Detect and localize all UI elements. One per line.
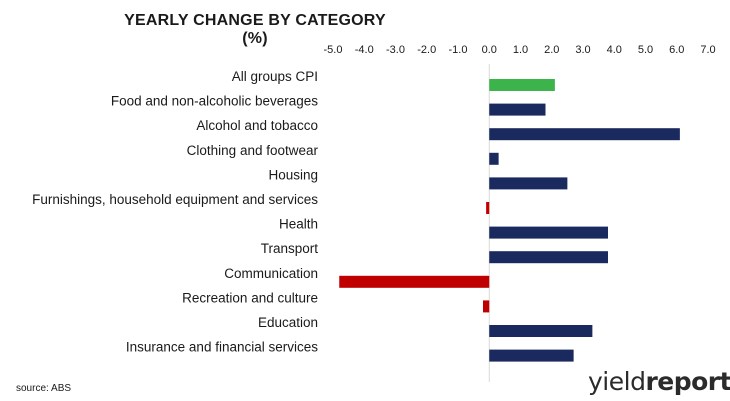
bar	[486, 202, 490, 214]
category-label: Education	[258, 315, 318, 330]
category-label: Housing	[268, 167, 318, 182]
x-tick-label: -5.0	[324, 44, 343, 56]
bar	[489, 226, 608, 239]
category-label: Communication	[224, 266, 318, 281]
bar	[489, 152, 499, 165]
category-label: Health	[279, 217, 318, 232]
bar	[489, 79, 555, 91]
x-tick-label: 3.0	[575, 44, 590, 56]
x-tick-label: 1.0	[513, 44, 528, 56]
category-label: Recreation and culture	[182, 290, 318, 305]
x-tick-label: 4.0	[607, 44, 622, 56]
category-label: Transport	[261, 241, 319, 256]
category-label: Insurance and financial services	[126, 340, 318, 355]
category-label: Clothing and footwear	[187, 143, 319, 158]
bar	[483, 300, 490, 313]
x-tick-label: 6.0	[669, 44, 684, 56]
x-tick-label: -1.0	[449, 44, 468, 56]
category-label: Alcohol and tobacco	[196, 118, 318, 133]
category-label: All groups CPI	[232, 69, 318, 84]
bar	[489, 103, 546, 116]
x-tick-label: -2.0	[417, 44, 436, 56]
bar	[489, 325, 593, 337]
yieldreport-logo: yieldreport%	[588, 366, 730, 400]
x-tick-label: 7.0	[700, 44, 715, 56]
category-labels: All groups CPI Food and non-alcoholic bev…	[32, 69, 318, 355]
logo-text-report: report	[645, 367, 730, 396]
bars	[339, 79, 680, 362]
source-note: source: ABS	[16, 383, 72, 394]
chart-title: YEARLY CHANGE BY CATEGORY (%)	[124, 12, 386, 47]
category-label: Food and non-alcoholic beverages	[111, 94, 318, 109]
category-label: Furnishings, household equipment and ser…	[32, 192, 318, 207]
bar	[339, 275, 490, 288]
bar	[489, 251, 608, 264]
x-axis-ticks: -5.0 -4.0 -3.0 -2.0 -1.0 0.0 1.0 2.0 3.0 4.0 5.0 6.…	[324, 44, 716, 56]
x-tick-label: -4.0	[355, 44, 374, 56]
bar	[489, 128, 680, 141]
bar	[489, 177, 568, 190]
x-tick-label: 2.0	[544, 44, 559, 56]
x-tick-label: 0.0	[482, 44, 497, 56]
x-tick-label: -3.0	[386, 44, 405, 56]
bar	[489, 349, 574, 362]
x-tick-label: 5.0	[638, 44, 653, 56]
logo-text-yield: yield	[588, 367, 646, 396]
